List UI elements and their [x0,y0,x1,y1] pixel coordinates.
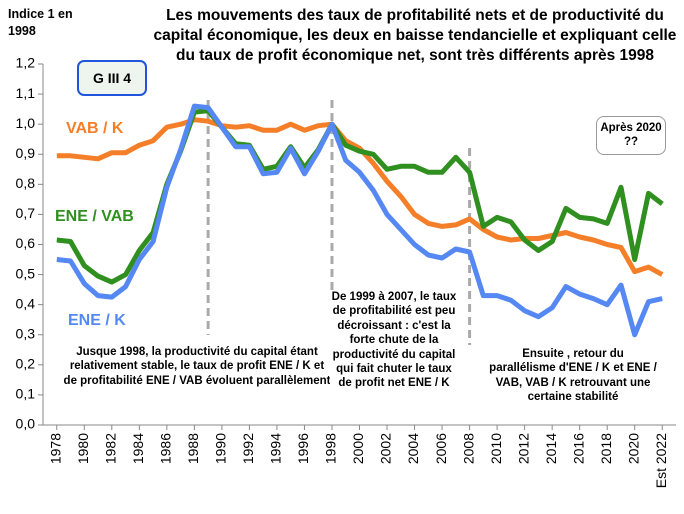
x-tick-label: 1996 [295,433,311,464]
x-tick-label: 2006 [433,433,449,464]
annotation: De 1999 à 2007, le taux de profitabilité… [330,290,458,391]
y-tick-label: 0,1 [16,386,36,402]
x-tick-label: 1986 [158,433,174,464]
series-label: VAB / K [66,120,124,137]
x-tick-label: 2008 [460,433,476,464]
series-line [56,108,664,285]
y-tick-label: 0,4 [16,295,36,311]
series-line [56,117,664,277]
x-tick-label: Est 2022 [653,433,669,488]
y-tick-label: 0,0 [16,416,36,432]
x-tick-label: 1982 [103,433,119,464]
y-tick-label: 1,0 [16,115,36,131]
x-tick-label: 2010 [488,433,504,464]
x-tick-label: 2012 [515,433,531,464]
x-tick-label: 1992 [240,433,256,464]
y-tick-label: 0,5 [16,265,36,281]
annotation: Après 2020 ?? [596,116,666,155]
y-tick-label: 0,3 [16,325,36,341]
series-line [56,103,663,338]
x-tick-label: 2020 [625,433,641,464]
y-tick-label: 1,1 [16,85,36,101]
x-tick-label: 2014 [543,433,559,464]
y-tick-label: 1,2 [16,55,36,71]
x-tick-label: 1978 [47,433,63,464]
x-tick-label: 1980 [75,433,91,464]
chart-title: Les mouvements des taux de profitabilité… [153,7,677,65]
x-tick-label: 1990 [213,433,229,464]
x-tick-label: 2002 [378,433,394,464]
y-axis-label: Indice 1 en 1998 [8,7,73,38]
x-tick-label: 2004 [405,433,421,464]
y-tick-label: 0,9 [16,145,36,161]
y-tick-label: 0,7 [16,205,36,221]
series-label: ENE / VAB [55,208,134,225]
x-tick-label: 2016 [570,433,586,464]
y-tick-label: 0,2 [16,356,36,372]
x-tick-label: 1988 [185,433,201,464]
x-tick-label: 2018 [598,433,614,464]
annotation: Ensuite , retour du parallélisme d'ENE /… [489,348,657,404]
annotation: Jusque 1998, la productivité du capital … [63,346,331,387]
y-tick-label: 0,8 [16,175,36,191]
x-tick-label: 1998 [323,433,339,464]
x-tick-label: 2000 [350,433,366,464]
y-tick-label: 0,6 [16,235,36,251]
series-label: ENE / K [68,312,126,329]
x-tick-label: 1984 [130,433,146,464]
x-tick-label: 1994 [268,433,284,464]
badge: G III 4 [77,60,147,96]
